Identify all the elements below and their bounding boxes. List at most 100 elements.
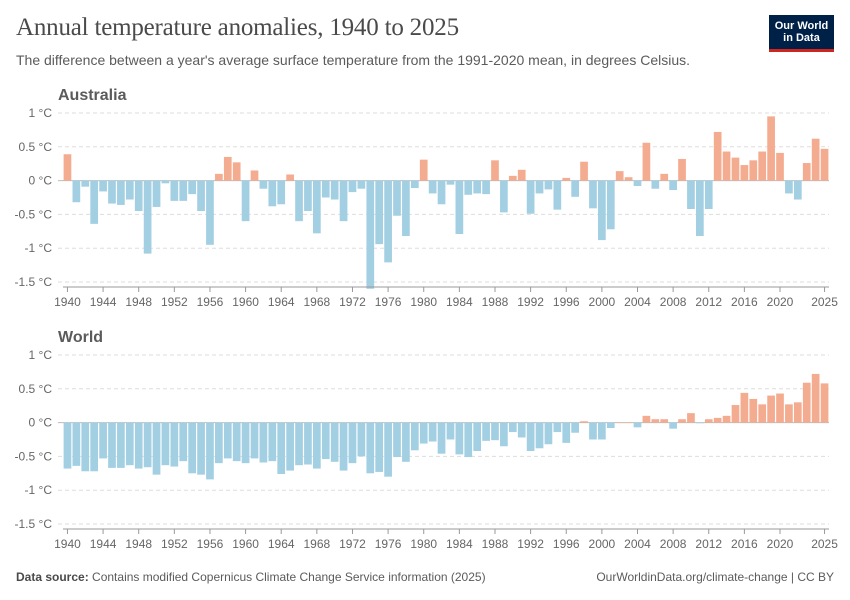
bar-2014[interactable] bbox=[722, 415, 731, 423]
bar-1978[interactable] bbox=[402, 422, 410, 462]
bar-2021[interactable] bbox=[785, 404, 793, 423]
bar-2002[interactable] bbox=[615, 171, 624, 181]
bar-2005[interactable] bbox=[642, 142, 651, 181]
bar-1979[interactable] bbox=[410, 422, 419, 451]
bar-1976[interactable] bbox=[384, 422, 392, 477]
bar-1988[interactable] bbox=[491, 422, 499, 441]
bar-1948[interactable] bbox=[134, 180, 143, 212]
bar-1957[interactable] bbox=[215, 173, 223, 181]
bar-1946[interactable] bbox=[117, 422, 125, 468]
bar-2018[interactable] bbox=[758, 151, 767, 181]
bar-1992[interactable] bbox=[526, 422, 535, 451]
bar-1991[interactable] bbox=[517, 169, 526, 181]
bar-1941[interactable] bbox=[72, 180, 81, 203]
bar-2003[interactable] bbox=[624, 422, 633, 424]
bar-1961[interactable] bbox=[250, 422, 259, 459]
bar-1960[interactable] bbox=[241, 180, 250, 222]
bar-1943[interactable] bbox=[90, 422, 99, 472]
bar-1959[interactable] bbox=[232, 162, 241, 181]
bar-1995[interactable] bbox=[553, 180, 562, 210]
bar-1967[interactable] bbox=[304, 180, 312, 212]
bar-1954[interactable] bbox=[188, 180, 197, 195]
bar-2008[interactable] bbox=[669, 422, 677, 429]
bar-2022[interactable] bbox=[793, 402, 802, 423]
bar-2010[interactable] bbox=[687, 413, 695, 423]
bar-1981[interactable] bbox=[428, 422, 437, 442]
bar-1967[interactable] bbox=[304, 422, 312, 465]
footer-credit[interactable]: OurWorldinData.org/climate-change | CC B… bbox=[596, 570, 834, 584]
bar-1948[interactable] bbox=[134, 422, 143, 469]
bar-1964[interactable] bbox=[277, 422, 286, 474]
bar-1944[interactable] bbox=[99, 180, 107, 192]
bar-1952[interactable] bbox=[170, 422, 179, 467]
bar-2006[interactable] bbox=[651, 180, 660, 189]
bar-1984[interactable] bbox=[455, 422, 464, 455]
bar-2012[interactable] bbox=[704, 419, 713, 423]
bar-1968[interactable] bbox=[312, 180, 321, 234]
bar-1971[interactable] bbox=[339, 422, 348, 471]
bar-1986[interactable] bbox=[473, 422, 482, 451]
bar-2003[interactable] bbox=[624, 177, 633, 181]
bar-2012[interactable] bbox=[704, 180, 713, 209]
owid-logo[interactable]: Our World in Data bbox=[769, 15, 834, 52]
bar-1945[interactable] bbox=[108, 422, 116, 468]
bar-1950[interactable] bbox=[152, 422, 161, 475]
bar-1952[interactable] bbox=[170, 180, 179, 201]
bar-1961[interactable] bbox=[250, 170, 259, 181]
bar-2014[interactable] bbox=[722, 151, 731, 181]
bar-1985[interactable] bbox=[464, 422, 473, 458]
bar-1953[interactable] bbox=[179, 422, 188, 462]
bar-1942[interactable] bbox=[81, 180, 90, 187]
bar-1965[interactable] bbox=[286, 174, 294, 181]
bar-1991[interactable] bbox=[517, 422, 526, 438]
bar-1970[interactable] bbox=[330, 422, 339, 462]
bar-1966[interactable] bbox=[295, 180, 303, 222]
bar-2010[interactable] bbox=[687, 180, 695, 209]
bar-2015[interactable] bbox=[731, 405, 740, 423]
bar-1958[interactable] bbox=[223, 156, 232, 181]
bar-2009[interactable] bbox=[678, 419, 686, 423]
bar-1972[interactable] bbox=[348, 422, 357, 464]
bar-1970[interactable] bbox=[330, 180, 339, 200]
bar-1993[interactable] bbox=[535, 422, 544, 449]
bar-2019[interactable] bbox=[767, 116, 775, 181]
bar-1993[interactable] bbox=[535, 180, 544, 194]
bar-1956[interactable] bbox=[206, 422, 214, 480]
bar-1957[interactable] bbox=[215, 422, 223, 464]
bar-2009[interactable] bbox=[678, 158, 686, 181]
bar-2025[interactable] bbox=[820, 148, 829, 181]
bar-1963[interactable] bbox=[268, 422, 277, 462]
bar-1950[interactable] bbox=[152, 180, 161, 207]
bar-2007[interactable] bbox=[660, 419, 669, 423]
bar-2005[interactable] bbox=[642, 415, 651, 423]
bar-2015[interactable] bbox=[731, 157, 740, 181]
bar-1947[interactable] bbox=[125, 180, 134, 200]
bar-1982[interactable] bbox=[437, 180, 446, 205]
bar-2023[interactable] bbox=[802, 382, 811, 423]
bar-1962[interactable] bbox=[259, 422, 268, 463]
bar-2016[interactable] bbox=[740, 165, 749, 181]
bar-2016[interactable] bbox=[740, 392, 749, 423]
bar-1956[interactable] bbox=[206, 180, 214, 245]
bar-1943[interactable] bbox=[90, 180, 99, 224]
bar-1947[interactable] bbox=[125, 422, 134, 466]
bar-2018[interactable] bbox=[758, 404, 767, 423]
bar-1940[interactable] bbox=[63, 422, 72, 469]
bar-2020[interactable] bbox=[776, 152, 784, 181]
bar-2011[interactable] bbox=[695, 180, 704, 237]
bar-1985[interactable] bbox=[464, 180, 473, 195]
bar-1998[interactable] bbox=[580, 161, 588, 181]
bar-1960[interactable] bbox=[241, 422, 250, 464]
bar-1987[interactable] bbox=[482, 180, 490, 195]
bar-2013[interactable] bbox=[713, 417, 722, 423]
bar-1966[interactable] bbox=[295, 422, 303, 466]
bar-1976[interactable] bbox=[384, 180, 392, 263]
bar-1954[interactable] bbox=[188, 422, 197, 474]
bar-2001[interactable] bbox=[606, 180, 615, 230]
bar-1980[interactable] bbox=[419, 422, 428, 444]
bar-1973[interactable] bbox=[357, 180, 366, 189]
bar-1975[interactable] bbox=[375, 422, 384, 472]
bar-1964[interactable] bbox=[277, 180, 286, 205]
bar-1949[interactable] bbox=[143, 180, 152, 254]
bar-2006[interactable] bbox=[651, 419, 660, 423]
